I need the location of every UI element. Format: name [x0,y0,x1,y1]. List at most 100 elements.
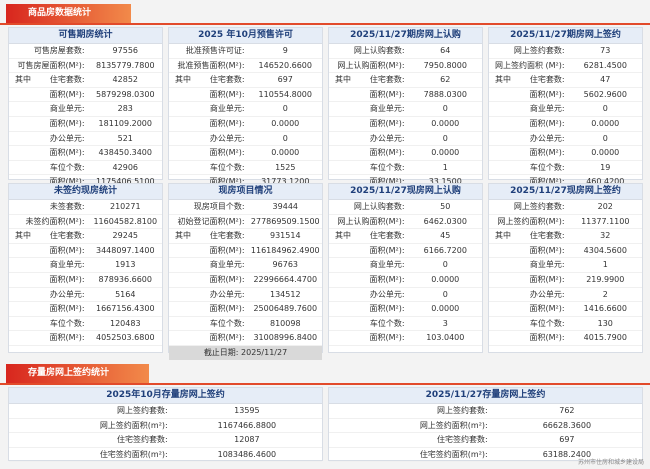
data-row: 网上认购套数: 50 [329,200,482,215]
row-value: 762 [559,406,575,415]
row-value: 42852 [112,75,138,85]
row-value: 0.0000 [431,118,460,128]
row-value: 4052503.6800 [96,333,155,343]
data-row: 面积(M²): 116184962.4900 [169,244,322,259]
data-row: 网上签约套数: 202 [489,200,642,215]
row-label: 商业单元: [49,104,85,114]
data-row: 商业单元: 0 [489,102,642,117]
row-label: 面积(M²): [209,118,245,128]
row-label: 批准预售许可证: [185,46,245,55]
data-row: 网上签约面积 (M²): 6281.4500 [489,59,642,74]
row-label: 初始登记面积(M²): [177,216,245,226]
data-row: 其中 住宅套数: 42852 [9,73,162,88]
data-row: 办公单元: 134512 [169,288,322,303]
section-title: 商品房数据统计 [6,4,132,23]
row-value: 42906 [112,162,138,172]
row-value: 3 [442,318,448,328]
row-label: 商业单元: [529,260,565,270]
data-row: 面积(M²): 0.0000 [489,146,642,161]
row-label: 车位个数: [529,318,565,328]
data-row: 车位个数: 19 [489,161,642,176]
panel: 2025/11/27存量房网上签约 网上签约套数: 762 网上签约面积(m²): 66… [328,387,643,462]
data-row: 面积(M²): 0.0000 [329,302,482,317]
row-label: 住宅签约面积(m²): [99,449,168,459]
row-label: 住宅签约面积(m²): [419,449,488,459]
panel-title: 2025/11/27存量房网上签约 [329,388,642,404]
row-label: 网上认购套数: [353,202,405,211]
row-label: 面积(M²): [49,333,85,343]
row-label: 批准预售面积(M²): [177,60,245,70]
row-prefix: 其中 [335,75,351,85]
data-row: 车位个数: 42906 [9,161,162,176]
data-row: 面积(M²): 0.0000 [329,146,482,161]
row-value: 1416.6600 [583,304,627,314]
data-row: 车位个数: 3 [329,317,482,332]
row-label: 面积(M²): [49,304,85,314]
panel: 2025 年10月预售许可 批准预售许可证: 9 批准预售面积(M²): 146520.… [168,27,323,190]
data-row: 网上认购面积(M²): 7950.8000 [329,59,482,74]
row-label: 车位个数: [209,162,245,172]
row-value: 0.0000 [431,148,460,158]
row-value: 460.4200 [586,177,625,187]
row-value: 4304.5600 [583,245,627,255]
row-label: 办公单元: [49,289,85,299]
row-prefix: 其中 [175,75,191,85]
data-row: 住宅签约套数: 12087 [9,433,322,448]
row-value: 0 [442,289,448,299]
row-label: 住宅套数: [49,75,85,85]
panel: 2025/11/27现房网上签约 网上签约套数: 202 网上签约面积(M²): 113… [488,183,643,353]
data-row: 批准预售许可证: 9 [169,44,322,59]
data-row: 可售房屋套数: 97556 [9,44,162,59]
row-value: 0 [602,133,608,143]
data-row: 网上签约套数: 73 [489,44,642,59]
row-prefix: 其中 [15,75,31,85]
panel-title: 现房项目情况 [169,184,322,200]
row-value: 3448097.1400 [96,245,155,255]
data-row: 现房项目个数: 39444 [169,200,322,215]
row-label: 网上签约套数: [513,46,565,55]
data-row: 商业单元: 283 [9,102,162,117]
row-value: 11604582.8100 [93,216,158,226]
row-label: 住宅套数: [209,231,245,241]
row-label: 住宅套数: [529,231,565,241]
row-value: 697 [277,75,293,85]
row-label: 面积(M²): [529,177,565,187]
data-row: 办公单元: 0 [329,132,482,147]
data-row: 网上签约套数: 762 [329,404,642,419]
row-value: 0.0000 [271,148,300,158]
data-row: 车位个数: 1525 [169,161,322,176]
row-value: 47 [600,75,611,85]
row-label: 面积(M²): [209,304,245,314]
data-row: 面积(M²): 438450.3400 [9,146,162,161]
row-label: 办公单元: [209,289,245,299]
panel: 现房项目情况 现房项目个数: 39444 初始登记面积(M²): 277869509.1… [168,183,323,360]
row-value: 31773.1200 [261,177,310,187]
row-label: 面积(M²): [49,118,85,128]
row-label: 住宅套数: [209,75,245,85]
panel-title: 2025/11/27期房网上签约 [489,28,642,44]
data-row: 其中 住宅套数: 45 [329,229,482,244]
row-label: 面积(M²): [209,333,245,343]
row-value: 29245 [112,231,138,241]
row-label: 面积(M²): [529,245,565,255]
data-row: 面积(M²): 31008996.8400 [169,331,322,346]
row-label: 住宅套数: [529,75,565,85]
row-label: 网上签约面积 (M²): [494,60,565,70]
data-row: 网上认购面积(M²): 6462.0300 [329,215,482,230]
row-value: 12087 [234,435,260,444]
data-row: 其中 住宅套数: 62 [329,73,482,88]
row-label: 办公单元: [369,289,405,299]
data-row: 办公单元: 2 [489,288,642,303]
row-value: 0.0000 [431,304,460,314]
row-label: 面积(M²): [529,333,565,343]
row-prefix: 其中 [15,231,31,241]
row-value: 6462.0300 [423,216,467,226]
panel-footer: 截止日期: 2025/11/27 [169,345,322,360]
panel-title: 2025/11/27期房网上认购 [329,28,482,44]
data-row: 面积(M²): 22996664.4700 [169,273,322,288]
row-value: 9 [282,46,288,55]
row-label: 车位个数: [209,318,245,328]
row-value: 96763 [272,260,298,270]
row-label: 网上签约面积(m²): [99,420,168,430]
